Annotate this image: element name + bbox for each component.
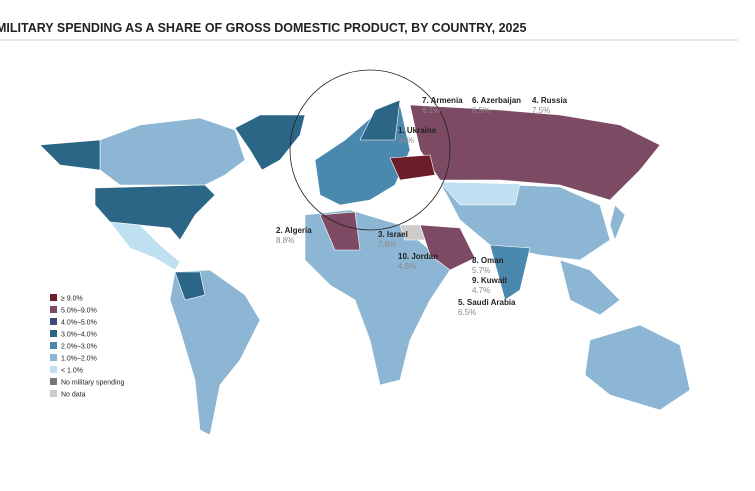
legend-label: 4.0%–5.0% xyxy=(61,320,97,327)
country-region xyxy=(109,221,181,271)
legend-label: No data xyxy=(61,392,86,399)
legend-swatch xyxy=(50,318,57,325)
legend-label: ≥ 9.0% xyxy=(61,296,83,303)
legend-label: < 1.0% xyxy=(61,368,83,375)
legend-swatch xyxy=(50,390,57,397)
legend-swatch xyxy=(50,330,57,337)
country-region xyxy=(359,99,401,141)
legend: ≥ 9.0% 5.0%–9.0% 4.0%–5.0% 3.0%–4.0% 2.0%–3.… xyxy=(50,294,125,399)
legend-label: 1.0%–2.0% xyxy=(61,356,97,363)
country-region xyxy=(489,244,531,301)
annotation-label: 4. Russia xyxy=(532,96,568,105)
annotation-value: 6.1% xyxy=(422,106,440,115)
legend-label: 2.0%–3.0% xyxy=(61,344,97,351)
annotation-label: 9. Kuwait xyxy=(472,276,507,285)
country-region xyxy=(99,117,246,186)
legend-swatch xyxy=(50,342,57,349)
annotation-label: 5. Saudi Arabia xyxy=(458,298,516,307)
annotation-label: 2. Algeria xyxy=(276,226,312,235)
focus-circle xyxy=(289,69,451,231)
annotation-value: 6.5% xyxy=(472,106,490,115)
land xyxy=(39,99,691,436)
country-region xyxy=(399,224,426,241)
country-region xyxy=(584,324,691,411)
country-region xyxy=(609,204,626,241)
legend-label: 5.0%–9.0% xyxy=(61,308,97,315)
country-region xyxy=(389,154,436,181)
title: MILITARY SPENDING AS A SHARE OF GROSS DO… xyxy=(0,21,526,35)
legend-swatch xyxy=(50,294,57,301)
annotation-value: 7.5% xyxy=(532,106,550,115)
annotation-value: 5.7% xyxy=(472,266,490,275)
legend-label: No military spending xyxy=(61,380,125,387)
country-region xyxy=(559,259,621,316)
annotation-value: 6.5% xyxy=(458,308,476,317)
annotation-value: 34% xyxy=(398,136,414,145)
country-region xyxy=(439,181,521,206)
legend-swatch xyxy=(50,366,57,373)
annotation-label: 7. Armenia xyxy=(422,96,463,105)
country-region xyxy=(39,139,101,171)
annotation-label: 6. Azerbaijan xyxy=(472,96,521,105)
legend-swatch xyxy=(50,378,57,385)
country-region xyxy=(409,104,661,201)
country-region xyxy=(94,184,216,241)
annotation-label: 3. Israel xyxy=(378,230,408,239)
annotation-value: 7.8% xyxy=(378,240,396,249)
annotation-value: 4.6% xyxy=(398,262,416,271)
annotation-label: 8. Oman xyxy=(472,256,504,265)
annotation-value: 8.8% xyxy=(276,236,294,245)
annotation-label: 10. Jordan xyxy=(398,252,438,261)
country-region xyxy=(169,269,261,436)
country-region xyxy=(319,211,361,251)
legend-swatch xyxy=(50,354,57,361)
country-region xyxy=(419,224,476,271)
legend-label: 3.0%–4.0% xyxy=(61,332,97,339)
country-region xyxy=(174,271,206,301)
annotation-label: 1. Ukraine xyxy=(398,126,437,135)
legend-swatch xyxy=(50,306,57,313)
annotation-value: 4.7% xyxy=(472,286,490,295)
